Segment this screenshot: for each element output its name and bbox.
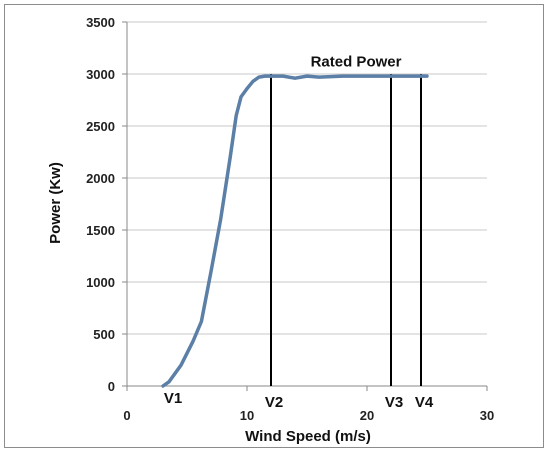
x-tick-label-10: 10 xyxy=(240,408,254,423)
x-axis-title: Wind Speed (m/s) xyxy=(245,428,371,445)
y-tick-label-2500: 2500 xyxy=(86,119,115,134)
x-tick-label-30: 30 xyxy=(480,408,494,423)
power-curve xyxy=(161,74,429,388)
grid-lines xyxy=(127,21,487,335)
y-tick-label-1000: 1000 xyxy=(86,275,115,290)
chart-frame xyxy=(4,4,544,448)
y-tick-label-500: 500 xyxy=(93,327,115,342)
tick-labels: 0 500 1000 1500 2000 2500 3000 3500 0 10 20 30 V2 V3 V… xyxy=(86,15,494,423)
power-curve-line xyxy=(161,74,429,388)
y-tick-label-2000: 2000 xyxy=(86,171,115,186)
x-tick-label-0: 0 xyxy=(123,408,130,423)
y-tick-label-3500: 3500 xyxy=(86,15,115,30)
marker-label-v2: V2 xyxy=(265,394,283,411)
y-tick-label-0: 0 xyxy=(108,379,115,394)
x-tick-label-20: 20 xyxy=(360,408,374,423)
y-axis-title: Power (Kw) xyxy=(47,162,64,244)
marker-label-v3: V3 xyxy=(385,394,403,411)
vertical-markers xyxy=(270,74,422,386)
axes xyxy=(122,21,488,391)
y-tick-label-3000: 3000 xyxy=(86,67,115,82)
marker-label-v1: V1 xyxy=(164,390,182,407)
y-tick-label-1500: 1500 xyxy=(86,223,115,238)
annotation-rated-power: Rated Power xyxy=(311,54,402,71)
marker-label-v4: V4 xyxy=(415,394,434,411)
